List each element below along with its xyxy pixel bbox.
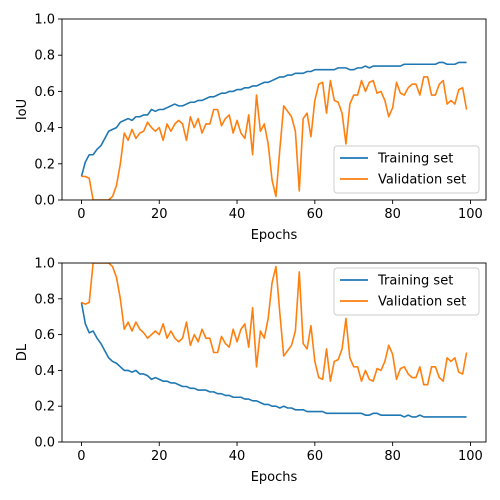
- legend-label: Validation set: [378, 295, 466, 310]
- x-tick-label: 20: [151, 449, 168, 464]
- series-line-training: [80, 61, 467, 177]
- x-tick-label: 0: [77, 207, 85, 222]
- y-tick-label: 0.0: [34, 436, 55, 451]
- legend-box: [333, 145, 480, 194]
- x-tick-label: 80: [384, 449, 401, 464]
- y-tick-label: 1.0: [34, 13, 55, 28]
- x-tick-label: 40: [229, 449, 246, 464]
- iou-plot: 0 20 40 60 80 100 0.0 0.2 0.4 0.6 0.8 1.0 Epochs IoU T…: [15, 13, 487, 243]
- y-tick-label: 0.4: [34, 121, 55, 136]
- legend-label: Validation set: [378, 173, 466, 188]
- x-tick-label: 0: [77, 449, 85, 464]
- legend-label: Training set: [377, 152, 453, 167]
- y-tick-label: 0.6: [34, 328, 55, 343]
- legend: Training set Validation set: [333, 145, 480, 194]
- y-tick-label: 0.0: [34, 194, 55, 209]
- x-tick-label: 20: [151, 207, 168, 222]
- y-tick-label: 0.6: [34, 85, 55, 100]
- y-tick-label: 0.2: [34, 400, 55, 415]
- legend-box: [333, 267, 480, 316]
- axes-frame: [61, 262, 487, 443]
- y-tick-label: 1.0: [34, 257, 55, 272]
- x-tick-label: 100: [458, 207, 483, 222]
- x-tick-label: 60: [307, 207, 324, 222]
- x-axis-label: Epochs: [251, 228, 298, 243]
- y-axis-label: DL: [15, 343, 30, 361]
- x-axis-label: Epochs: [251, 470, 298, 485]
- y-axis-label: IoU: [15, 99, 30, 120]
- y-tick-label: 0.8: [34, 292, 55, 307]
- x-tick-label: 80: [384, 207, 401, 222]
- y-tick-label: 0.2: [34, 157, 55, 172]
- dl-plot: 0 20 40 60 80 100 0.0 0.2 0.4 0.6 0.8 1.0 Epochs DL Tr…: [15, 257, 487, 485]
- legend: Training set Validation set: [333, 267, 480, 316]
- x-tick-label: 40: [229, 207, 246, 222]
- x-tick-label: 100: [458, 449, 483, 464]
- legend-label: Training set: [377, 274, 453, 289]
- series-line-training: [80, 302, 467, 418]
- series-line-validation: [81, 263, 468, 386]
- y-tick-label: 0.4: [34, 364, 55, 379]
- series-line-validation: [81, 76, 468, 200]
- axes-frame: [61, 18, 487, 201]
- y-tick-label: 0.8: [34, 49, 55, 64]
- x-tick-label: 60: [307, 449, 324, 464]
